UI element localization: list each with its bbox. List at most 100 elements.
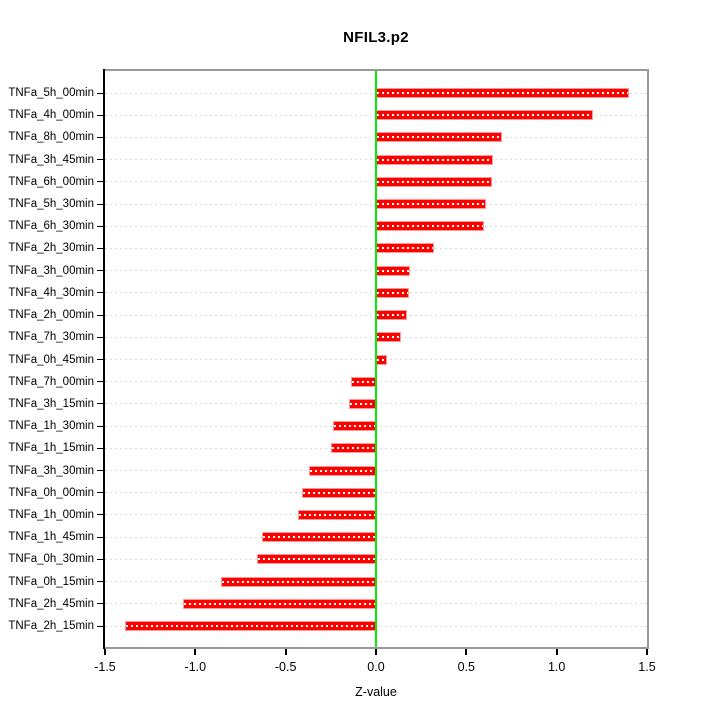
y-tick-label: TNFa_6h_30min	[8, 220, 94, 233]
bar-inner-dash	[349, 402, 375, 405]
bar	[309, 465, 376, 476]
y-tick-label: TNFa_1h_15min	[8, 442, 94, 455]
bar	[376, 287, 409, 298]
y-tick-label: TNFa_3h_15min	[8, 397, 94, 410]
bar	[376, 332, 402, 343]
y-tick	[97, 159, 104, 161]
y-tick	[97, 470, 104, 472]
y-tick	[97, 225, 104, 227]
y-tick-label: TNFa_2h_15min	[8, 620, 94, 632]
y-tick-label: TNFa_1h_45min	[8, 531, 94, 544]
y-tick-label: TNFa_1h_00min	[8, 508, 94, 521]
bar	[376, 88, 629, 98]
y-tick-label: TNFa_5h_30min	[8, 198, 94, 211]
y-tick	[97, 447, 104, 449]
y-tick-label: TNFa_5h_00min	[8, 87, 94, 99]
y-tick-label: TNFa_6h_00min	[8, 175, 94, 188]
y-tick	[97, 359, 104, 360]
y-tick-label: TNFa_1h_30min	[8, 420, 94, 433]
bar-inner-dash	[221, 580, 375, 583]
x-axis-title: Z-value	[355, 685, 397, 699]
x-tick-label: 1.0	[547, 660, 566, 674]
y-tick	[97, 581, 104, 583]
y-tick-label: TNFa_2h_45min	[8, 597, 94, 610]
y-tick-label: TNFa_0h_00min	[8, 486, 94, 499]
y-tick	[97, 181, 104, 183]
y-tick-label: TNFa_4h_30min	[8, 286, 94, 299]
y-tick	[97, 403, 104, 405]
y-tick	[97, 381, 104, 383]
bar-inner-dash	[377, 247, 433, 250]
y-tick-label: TNFa_0h_15min	[8, 575, 94, 588]
y-tick-label: TNFa_3h_45min	[8, 153, 94, 166]
bar	[376, 265, 411, 276]
bar	[262, 532, 376, 543]
bar	[376, 176, 492, 187]
y-tick-label: TNFa_7h_30min	[8, 331, 94, 344]
bar-inner-dash	[377, 314, 406, 317]
bar	[332, 421, 376, 432]
x-tick	[104, 649, 106, 655]
bar	[220, 576, 376, 587]
bar-inner-dash	[377, 336, 401, 339]
bar-inner-dash	[377, 225, 484, 228]
x-tick-label: -1.0	[184, 660, 207, 674]
bar	[350, 376, 376, 387]
chart-title: NFIL3.p2	[343, 29, 409, 46]
bar	[301, 487, 376, 498]
zero-line	[375, 71, 377, 647]
x-tick	[194, 649, 197, 655]
x-tick	[465, 649, 468, 655]
y-tick	[97, 425, 104, 427]
bar-inner-dash	[377, 269, 410, 272]
x-tick-label: 1.5	[638, 660, 656, 674]
bar-inner-dash	[377, 136, 502, 139]
y-tick-label: TNFa_2h_30min	[8, 242, 94, 255]
y-tick-label: TNFa_7h_00min	[8, 375, 94, 388]
x-tick-label: -1.5	[94, 660, 116, 674]
bar	[376, 154, 494, 165]
x-tick	[555, 649, 558, 655]
y-tick-label: TNFa_0h_30min	[8, 553, 94, 566]
y-tick	[97, 247, 104, 249]
x-tick-label: -0.5	[274, 660, 297, 674]
x-tick	[284, 649, 287, 655]
bar	[376, 199, 487, 210]
y-tick	[97, 203, 104, 205]
y-tick	[97, 536, 104, 538]
bar	[182, 598, 376, 609]
bar-inner-dash	[377, 203, 486, 206]
y-tick	[97, 558, 104, 560]
y-tick	[97, 492, 104, 494]
bar-inner-dash	[183, 602, 375, 605]
x-tick	[375, 649, 377, 655]
y-tick	[97, 92, 104, 94]
y-tick-label: TNFa_3h_00min	[8, 264, 94, 277]
y-axis-line	[103, 69, 105, 649]
y-tick	[97, 625, 104, 627]
bar	[376, 110, 593, 121]
y-tick	[97, 514, 104, 516]
x-tick-label: 0.0	[367, 660, 385, 674]
bar	[348, 398, 376, 409]
plot-area	[105, 71, 647, 647]
bar-inner-dash	[377, 180, 491, 183]
bar	[330, 443, 376, 454]
bar	[376, 310, 407, 321]
bar-inner-dash	[377, 291, 408, 294]
y-tick	[97, 603, 104, 605]
bar-inner-dash	[333, 425, 375, 428]
bar	[376, 221, 485, 232]
x-tick-label: 0.5	[457, 660, 476, 674]
bar-inner-dash	[377, 92, 628, 94]
y-tick-label: TNFa_0h_45min	[8, 353, 94, 366]
bar-inner-dash	[299, 513, 375, 516]
y-tick-label: TNFa_8h_00min	[8, 131, 94, 144]
bar-inner-dash	[377, 114, 592, 117]
y-tick	[97, 270, 104, 272]
bar	[376, 354, 387, 365]
bar-inner-dash	[310, 469, 375, 472]
bar-inner-dash	[377, 158, 493, 161]
bar	[376, 132, 503, 143]
